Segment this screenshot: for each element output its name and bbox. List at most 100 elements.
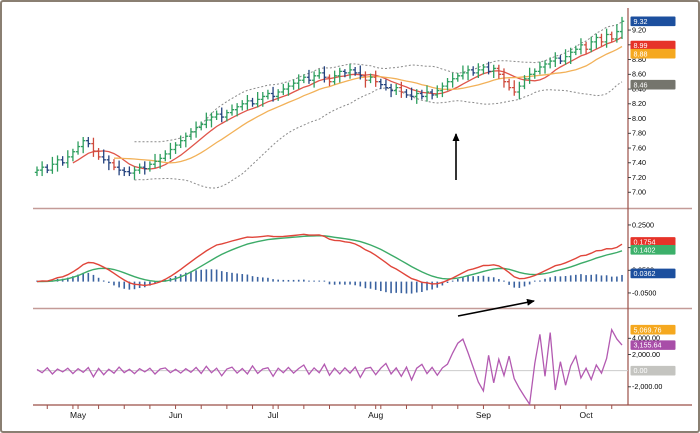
ohlc-bar (368, 73, 373, 84)
ohlc-bar (347, 64, 353, 79)
ohlc-bar (34, 166, 40, 177)
ohlc-bar (70, 148, 76, 162)
axis-label: 8.60 (632, 70, 646, 79)
ohlc-bar (445, 78, 450, 91)
value-badge: 0.1754 (630, 237, 676, 247)
macd-panel[interactable] (36, 233, 623, 294)
ohlc-bar (255, 92, 260, 108)
badge-value: 0.1402 (634, 245, 656, 254)
ohlc-bar (619, 16, 625, 39)
ohlc-bar (424, 85, 430, 102)
ohlc-bar (306, 69, 312, 84)
ohlc-bar (583, 41, 589, 54)
ohlc-bar (209, 112, 214, 128)
badge-value: 3,155.64 (634, 341, 662, 350)
ohlc-bar (440, 82, 445, 98)
badge-value: 0.00 (634, 366, 648, 375)
ohlc-bar (250, 97, 255, 107)
ohlc-bar (378, 78, 384, 90)
value-badge: 8.46 (630, 79, 676, 90)
axis-label: 8.20 (632, 99, 646, 108)
ohlc-bar (563, 49, 568, 65)
ohlc-bar (522, 75, 527, 90)
axis-label: 8.00 (632, 114, 646, 123)
ohlc-bar (383, 79, 389, 91)
ohlc-bar (214, 110, 219, 121)
ohlc-bar (86, 136, 91, 148)
oscillator-panel[interactable] (36, 327, 628, 407)
ohlc-bar (188, 128, 194, 140)
ohlc-bar (578, 38, 584, 55)
ohlc-bar (476, 63, 481, 79)
ohlc-bar (553, 52, 558, 67)
axis-label: 7.20 (632, 173, 646, 182)
ohlc-bar (532, 68, 537, 79)
ohlc-bar (168, 142, 173, 160)
axis-label: 2,000.00 (632, 350, 660, 359)
ohlc-bar (512, 80, 517, 96)
ohlc-bar (491, 64, 496, 79)
axes: 9.209.008.808.608.408.208.007.807.607.40… (33, 8, 692, 406)
ohlc-bar (373, 70, 378, 87)
ohlc-bar (465, 65, 471, 81)
ohlc-bar (39, 161, 45, 177)
axis-label: 0.2500 (632, 220, 654, 229)
ohlc-bar (65, 150, 70, 168)
axis-label: 4,000.00 (632, 334, 660, 343)
axis-label: 7.00 (632, 188, 646, 197)
ohlc-bar (291, 79, 296, 90)
macd-line (36, 233, 623, 287)
lower-band (134, 81, 623, 189)
ohlc-bar (152, 153, 158, 168)
ohlc-bar (388, 83, 394, 98)
ohlc-bar (147, 161, 153, 172)
value-badge: 8.88 (630, 48, 676, 59)
ohlc-bar (460, 65, 466, 80)
ohlc-bar (322, 66, 327, 83)
ohlc-bar (270, 86, 276, 102)
ohlc-bar (568, 47, 573, 65)
ohlc-bar (573, 45, 579, 56)
ohlc-bar (275, 89, 281, 101)
ohlc-bar (157, 153, 163, 169)
ohlc-bar (399, 81, 404, 98)
ohlc-bar (137, 163, 142, 174)
ma-slow (114, 45, 623, 164)
ohlc-bar (75, 141, 81, 155)
ohlc-bar (501, 68, 507, 88)
ohlc-bar (193, 121, 199, 138)
month-label: May (70, 410, 87, 420)
ohlc-bar (224, 109, 230, 122)
value-badge: 5,069.76 (630, 324, 676, 335)
ohlc-bar (435, 85, 440, 98)
upper-band (134, 21, 623, 143)
badge-value: 9.32 (634, 17, 648, 26)
ohlc-bar (481, 64, 486, 75)
ohlc-bar (50, 156, 55, 174)
ohlc-bar (486, 61, 491, 75)
ohlc-bar (60, 156, 65, 166)
ohlc-bar (116, 160, 122, 176)
ohlc-bar (260, 92, 265, 107)
value-badge: 3,155.64 (630, 340, 676, 350)
ohlc-bar (327, 74, 332, 87)
ohlc-bar (455, 72, 460, 82)
ohlc-bar (301, 74, 307, 84)
ohlc-bar (91, 137, 96, 157)
ohlc-bar (589, 36, 594, 53)
ohlc-bar (609, 31, 614, 42)
ohlc-bar (55, 155, 60, 172)
ohlc-bar (286, 82, 291, 96)
value-badge: 0.00 (630, 365, 676, 376)
price-panel[interactable] (34, 16, 625, 189)
ohlc-bar (317, 69, 322, 79)
ohlc-bar (506, 78, 512, 91)
ohlc-bar (342, 69, 348, 78)
annotation-arrow (457, 298, 535, 317)
ohlc-bar (45, 164, 50, 174)
badge-value: 8.88 (634, 49, 648, 58)
axis-label: 8.80 (632, 55, 646, 64)
ohlc-bar (245, 94, 250, 110)
month-label: Oct (579, 410, 593, 420)
